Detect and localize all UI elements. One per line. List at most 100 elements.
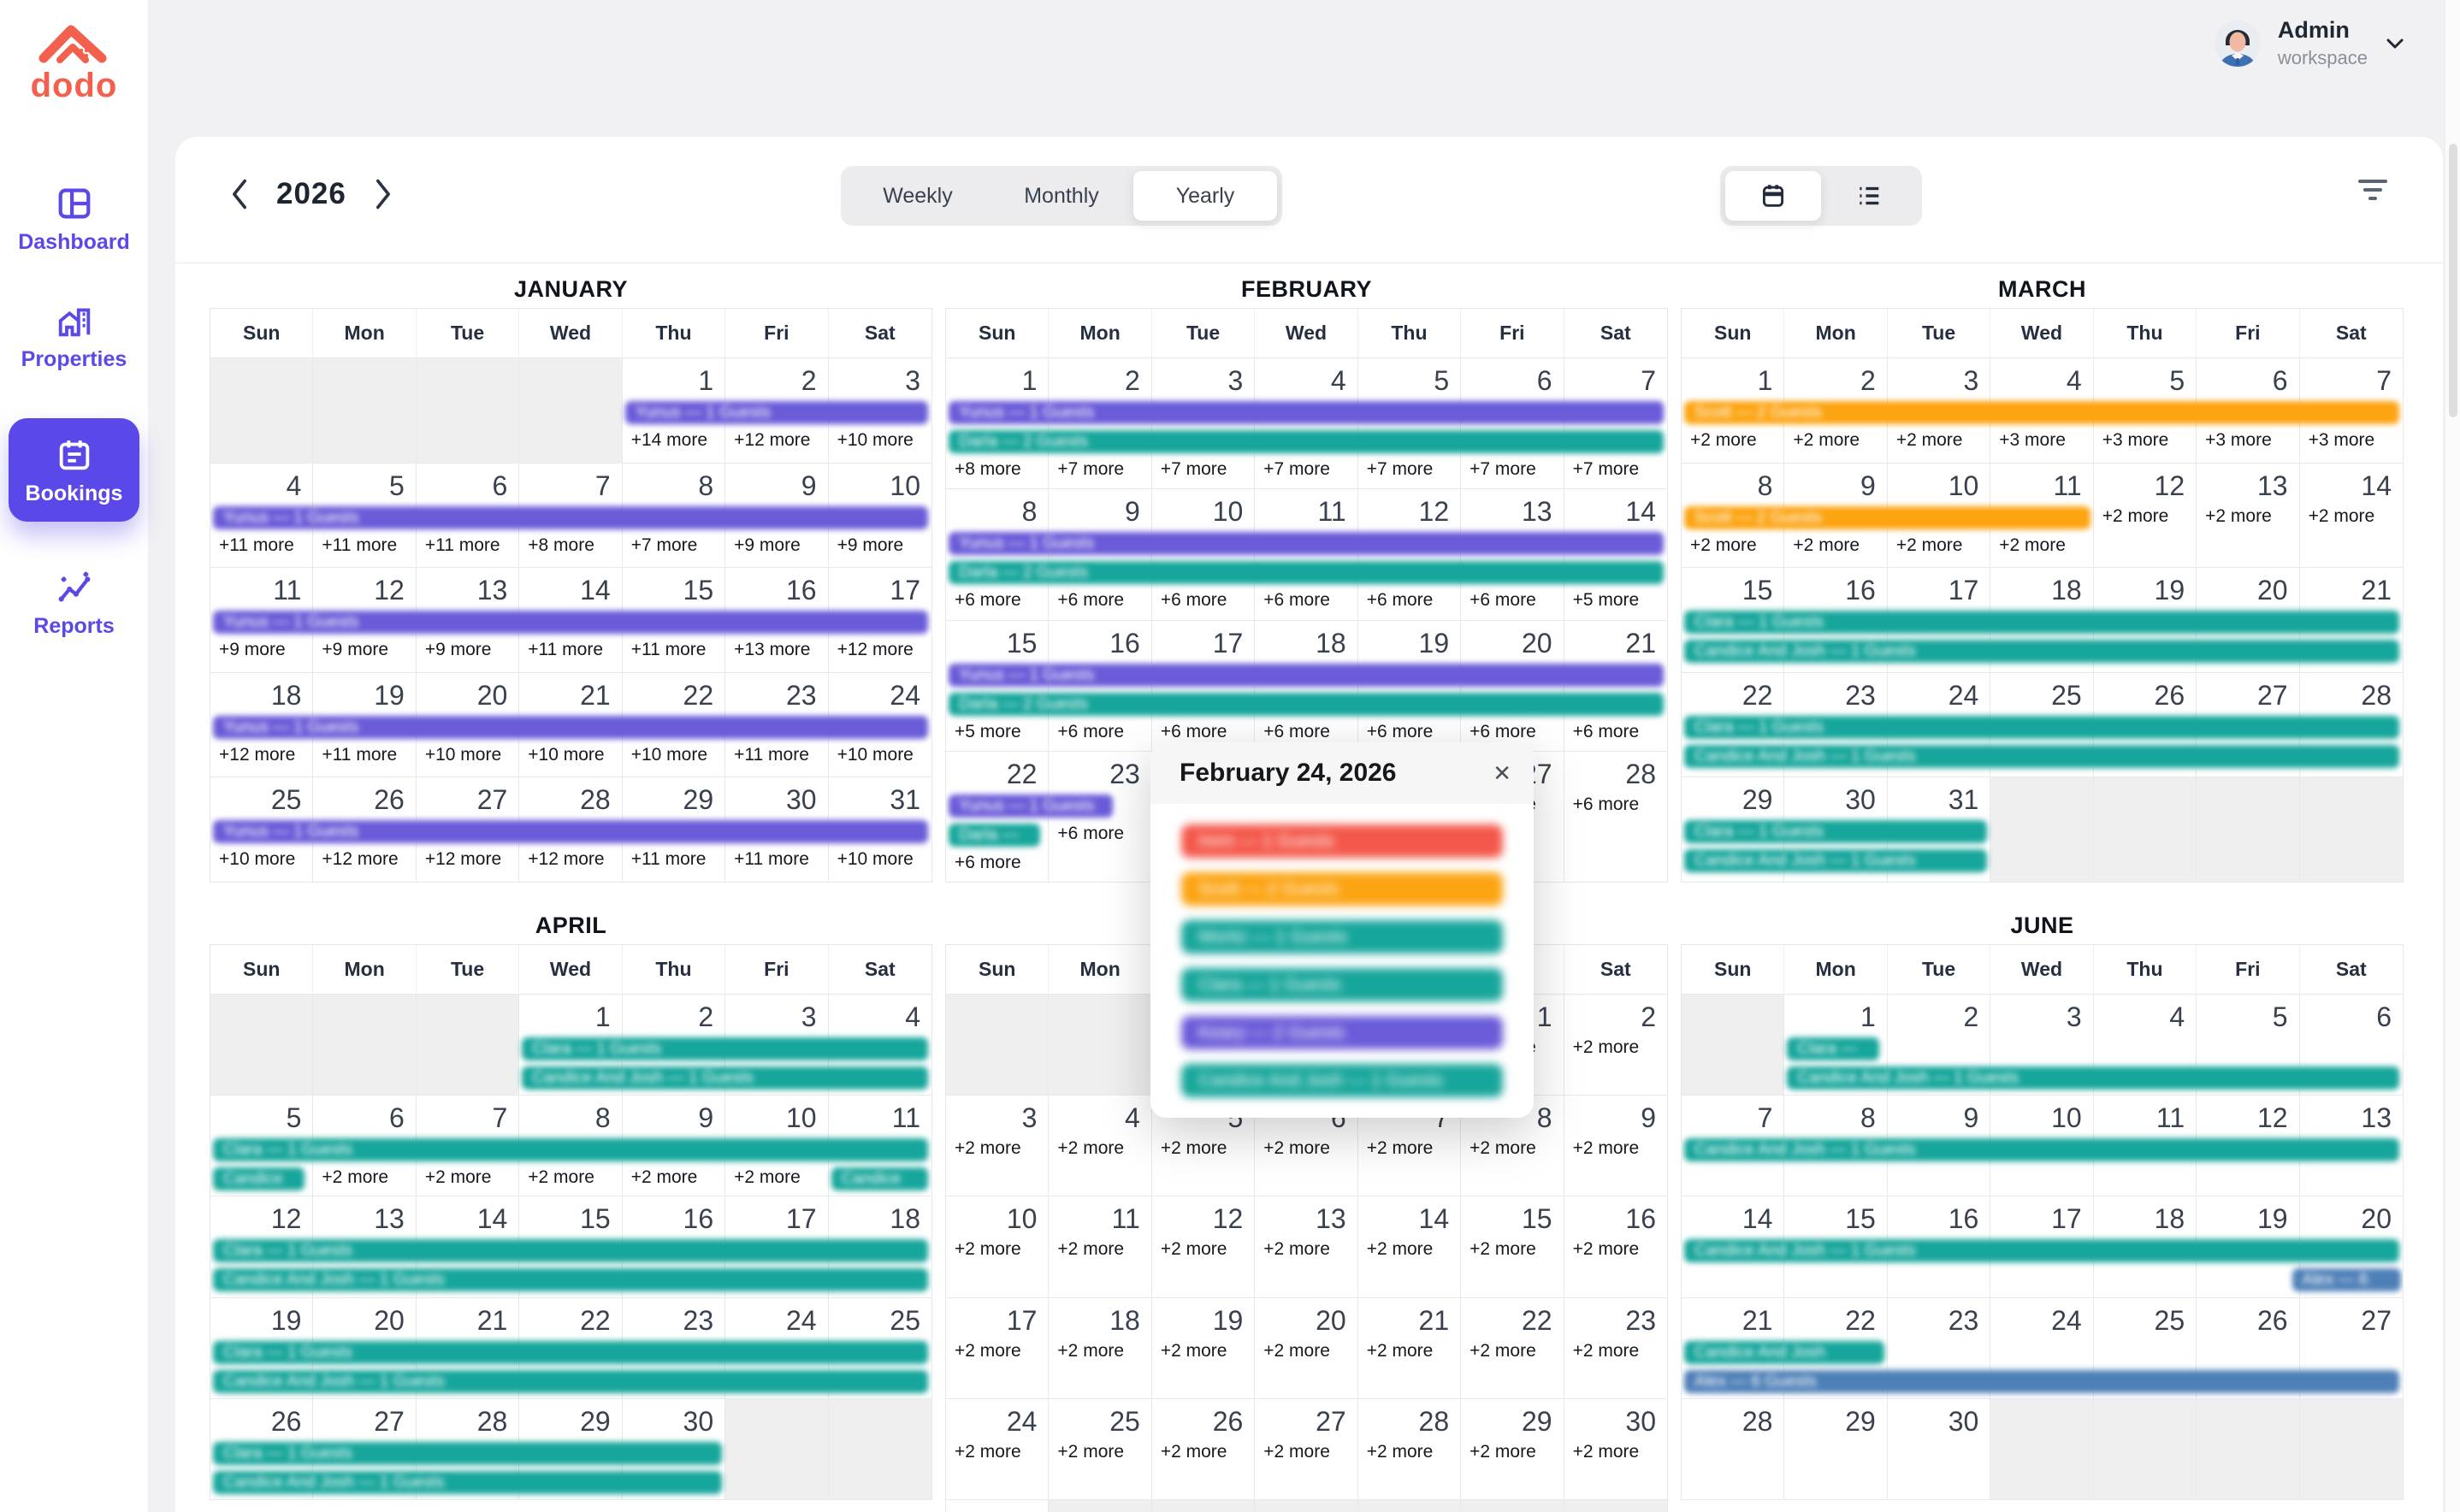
day-cell[interactable]: 30 [1888, 1398, 1991, 1500]
day-cell[interactable]: 23 [725, 672, 829, 777]
more-label[interactable]: +2 more [322, 1167, 389, 1188]
user-menu[interactable]: Admin workspace [2214, 17, 2405, 69]
more-label[interactable]: +2 more [1469, 1340, 1536, 1361]
calendar-view-button[interactable] [1725, 171, 1821, 221]
more-label[interactable]: +8 more [528, 535, 594, 555]
event-chip[interactable]: Candice And Josh [1684, 1340, 1884, 1364]
more-label[interactable]: +6 more [1263, 721, 1330, 741]
more-label[interactable]: +2 more [734, 1167, 801, 1188]
more-label[interactable]: +7 more [1160, 459, 1227, 479]
filter-button[interactable] [2354, 180, 2392, 214]
more-label[interactable]: +12 more [322, 849, 399, 870]
scrollbar-thumb[interactable] [2449, 144, 2457, 417]
more-label[interactable]: +2 more [1469, 1441, 1536, 1462]
day-cell[interactable]: 3 [829, 358, 931, 463]
sidebar-item-dashboard[interactable]: Dashboard [0, 184, 148, 255]
more-label[interactable]: +3 more [2308, 430, 2375, 450]
more-label[interactable]: +10 more [837, 849, 914, 870]
more-label[interactable]: +12 more [528, 849, 605, 870]
event-chip[interactable]: Clara — 1 Guests [213, 1441, 723, 1465]
event-chip[interactable]: Candice [831, 1167, 928, 1191]
more-label[interactable]: +6 more [1469, 721, 1536, 741]
day-cell[interactable]: 6 [2300, 995, 2403, 1095]
day-cell[interactable]: 7 [2300, 358, 2403, 463]
more-label[interactable]: +2 more [1469, 1138, 1536, 1159]
more-label[interactable]: +11 more [528, 640, 604, 660]
day-cell[interactable]: 18 [1049, 1297, 1152, 1398]
event-chip[interactable]: Candice [213, 1167, 305, 1191]
day-cell[interactable]: 14 [2300, 464, 2403, 568]
more-label[interactable]: +3 more [1999, 430, 2066, 450]
more-label[interactable]: +3 more [2102, 430, 2169, 450]
more-label[interactable]: +10 more [630, 744, 708, 765]
day-cell[interactable]: 1 [1784, 995, 1888, 1096]
more-label[interactable]: +9 more [837, 535, 904, 555]
event-chip[interactable]: Darla — 2 Guests [949, 430, 1664, 453]
day-cell[interactable]: 3 [946, 1096, 1050, 1196]
day-cell[interactable]: 28 [1682, 1398, 1785, 1500]
more-label[interactable]: +13 more [734, 640, 811, 660]
event-chip[interactable]: Candice And Josh — 1 Guests [1787, 1066, 2399, 1090]
day-cell[interactable]: 29 [1461, 1398, 1564, 1499]
more-label[interactable]: +6 more [1057, 823, 1125, 843]
list-view-button[interactable] [1821, 171, 1917, 221]
event-chip[interactable]: Candice And Josh — 1 Guests [1684, 1138, 2399, 1162]
more-label[interactable]: +2 more [1160, 1441, 1227, 1462]
more-label[interactable]: +2 more [1160, 1239, 1227, 1260]
day-cell[interactable]: 17 [829, 568, 931, 672]
event-chip[interactable]: Yunus — 1 Guests [949, 401, 1664, 424]
day-cell[interactable]: 9 [1564, 1096, 1667, 1196]
more-label[interactable]: +2 more [1366, 1340, 1434, 1361]
sidebar-item-bookings[interactable]: Bookings [9, 418, 139, 522]
more-label[interactable]: +2 more [1999, 535, 2066, 555]
more-label[interactable]: +2 more [2308, 505, 2375, 526]
more-label[interactable]: +2 more [955, 1340, 1021, 1361]
day-cell[interactable]: 1 [1461, 995, 1564, 1096]
more-label[interactable]: +2 more [1690, 430, 1757, 450]
day-cell[interactable]: 21 [1564, 621, 1667, 751]
day-cell[interactable]: 28 [1564, 752, 1667, 882]
popup-event-chip[interactable]: Candice And Josh — 1 Guests [1181, 1064, 1503, 1097]
more-label[interactable]: +2 more [1160, 1340, 1227, 1361]
event-chip[interactable]: Yunus — 1 Guests [949, 663, 1664, 687]
day-cell[interactable]: 27 [1255, 1398, 1358, 1499]
day-cell[interactable]: 22 [1784, 1297, 1888, 1398]
day-cell[interactable]: 20 [2300, 1196, 2403, 1296]
event-chip[interactable]: Clara — 1 Guests [213, 1138, 928, 1162]
more-label[interactable]: +7 more [1572, 459, 1640, 479]
more-label[interactable]: +6 more [1160, 721, 1227, 741]
popup-event-chip[interactable]: Moritz — 1 Guests [1181, 920, 1503, 954]
day-cell[interactable]: 13 [2197, 463, 2300, 568]
day-cell[interactable]: 29 [1784, 1398, 1888, 1500]
more-label[interactable]: +10 more [219, 849, 296, 870]
event-chip[interactable]: Darla — 2 Guests [949, 561, 1664, 585]
day-cell[interactable]: 25 [1049, 1398, 1152, 1499]
more-label[interactable]: +2 more [1572, 1138, 1640, 1159]
more-label[interactable]: +5 more [955, 721, 1021, 741]
more-label[interactable]: +6 more [1263, 590, 1330, 611]
more-label[interactable]: +10 more [528, 744, 605, 765]
more-label[interactable]: +7 more [1057, 459, 1125, 479]
day-cell[interactable]: 4 [829, 995, 931, 1095]
more-label[interactable]: +2 more [1057, 1441, 1125, 1462]
day-cell[interactable]: 21 [1682, 1297, 1785, 1398]
more-label[interactable]: +7 more [1263, 459, 1330, 479]
more-label[interactable]: +2 more [1057, 1340, 1125, 1361]
event-chip[interactable]: Yunus — 1 Guests [624, 401, 928, 424]
more-label[interactable]: +11 more [424, 535, 500, 555]
more-label[interactable]: +9 more [424, 640, 492, 660]
event-chip[interactable]: Yunus — 1 Guests [949, 794, 1113, 818]
more-label[interactable]: +12 more [734, 430, 811, 450]
more-label[interactable]: +2 more [955, 1138, 1021, 1159]
day-cell[interactable]: 15 [519, 1196, 623, 1297]
event-chip[interactable]: Darla — [949, 823, 1041, 847]
day-cell[interactable]: 28 [2300, 673, 2403, 777]
more-label[interactable]: +2 more [2102, 505, 2169, 526]
day-cell[interactable]: 8 [1461, 1096, 1564, 1196]
more-label[interactable]: +2 more [1793, 535, 1860, 555]
event-chip[interactable]: Yunus — 1 Guests [213, 611, 928, 635]
day-cell[interactable]: 23 [1564, 1298, 1667, 1398]
event-chip[interactable]: Darla — 2 Guests [949, 692, 1664, 716]
more-label[interactable]: +2 more [1366, 1239, 1434, 1260]
event-chip[interactable]: Clara — 1 Guests [1684, 820, 1988, 844]
